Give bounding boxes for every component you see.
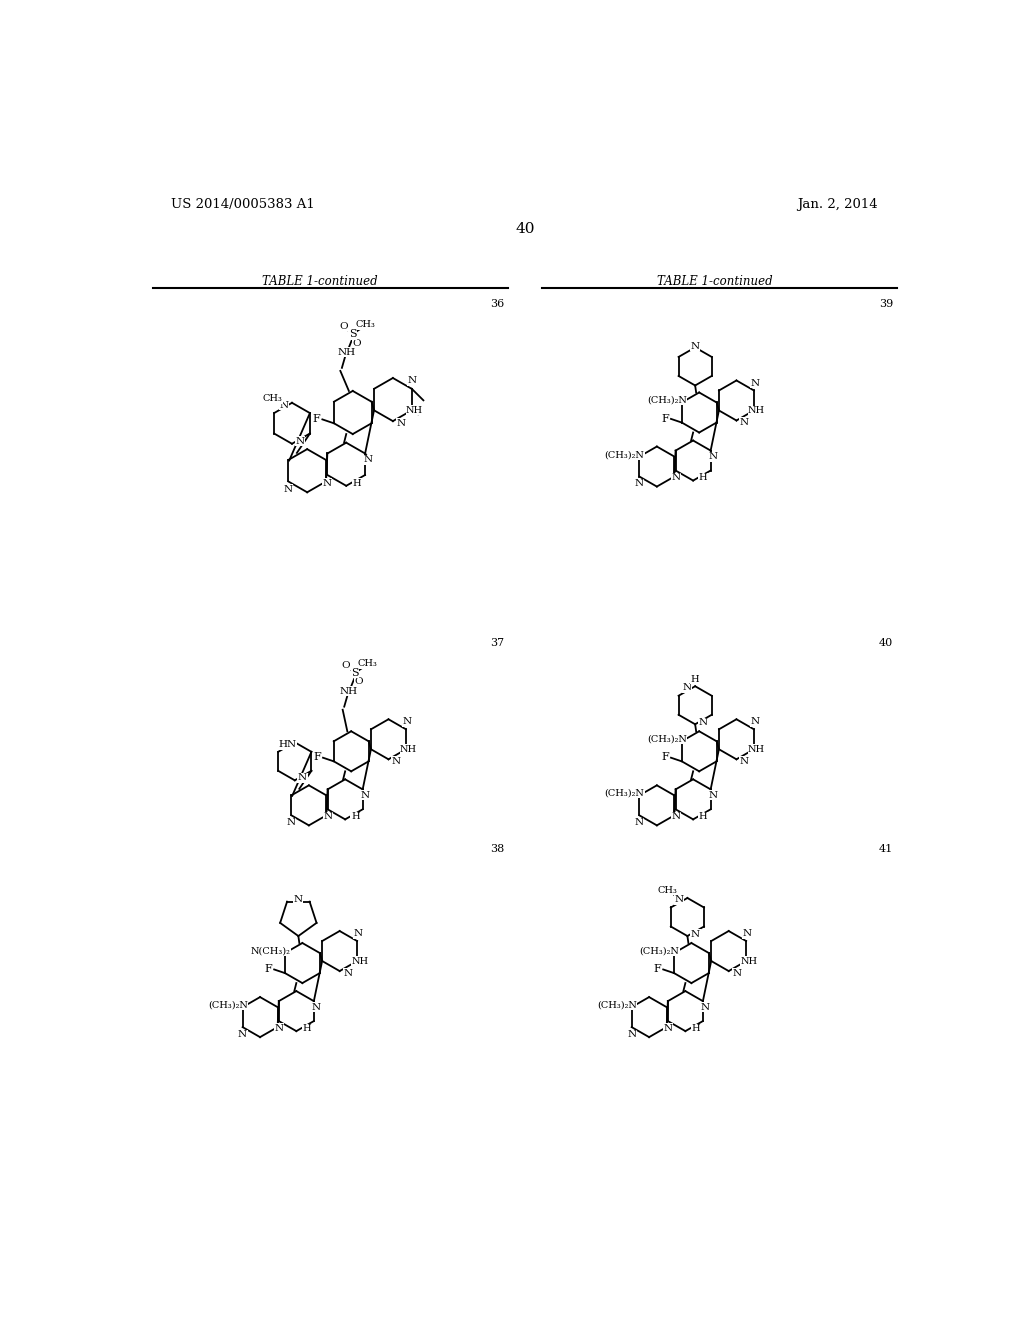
Text: N: N — [284, 484, 293, 494]
Text: N: N — [343, 969, 352, 978]
Text: N(CH₃)₂: N(CH₃)₂ — [250, 946, 290, 956]
Text: N: N — [323, 812, 332, 821]
Text: S: S — [351, 668, 358, 677]
Text: N: N — [287, 818, 296, 828]
Text: N: N — [392, 756, 401, 766]
Text: NH: NH — [749, 744, 765, 754]
Text: N: N — [312, 1003, 322, 1011]
Text: N: N — [750, 717, 759, 726]
Text: F: F — [653, 964, 662, 974]
Text: TABLE 1-continued: TABLE 1-continued — [656, 276, 772, 289]
Text: N: N — [296, 437, 305, 446]
Text: CH₃: CH₃ — [355, 321, 375, 329]
Text: N: N — [671, 474, 680, 483]
Text: N: N — [709, 451, 718, 461]
Text: N: N — [402, 717, 412, 726]
Text: F: F — [312, 414, 319, 424]
Text: TABLE 1-continued: TABLE 1-continued — [261, 276, 377, 289]
Text: N: N — [690, 342, 699, 351]
Text: N: N — [698, 718, 708, 727]
Text: O: O — [354, 677, 364, 686]
Text: N: N — [664, 1024, 673, 1034]
Text: F: F — [662, 413, 669, 424]
Text: S: S — [349, 329, 356, 339]
Text: 40: 40 — [515, 222, 535, 235]
Text: NH: NH — [407, 405, 423, 414]
Text: N: N — [691, 929, 700, 939]
Text: N: N — [635, 818, 644, 828]
Text: 37: 37 — [490, 638, 505, 648]
Text: N: N — [274, 1024, 284, 1034]
Text: 36: 36 — [490, 300, 505, 309]
Text: N: N — [709, 791, 718, 800]
Text: H: H — [302, 1024, 310, 1034]
Text: NH: NH — [749, 407, 765, 414]
Text: F: F — [662, 752, 669, 763]
Text: O: O — [341, 660, 350, 669]
Text: HN: HN — [279, 741, 296, 750]
Text: N: N — [750, 379, 759, 388]
Text: H: H — [691, 675, 699, 684]
Text: O: O — [352, 339, 360, 347]
Text: N: N — [701, 1003, 710, 1011]
Text: US 2014/0005383 A1: US 2014/0005383 A1 — [171, 198, 314, 211]
Text: NH: NH — [340, 686, 358, 696]
Text: F: F — [313, 752, 321, 763]
Text: (CH₃)₂N: (CH₃)₂N — [597, 1001, 637, 1010]
Text: 39: 39 — [879, 300, 893, 309]
Text: H: H — [691, 1024, 699, 1034]
Text: N: N — [742, 929, 752, 939]
Text: N: N — [298, 774, 307, 783]
Text: N: N — [732, 969, 741, 978]
Text: F: F — [264, 964, 272, 974]
Text: N: N — [671, 812, 680, 821]
Text: N: N — [740, 756, 750, 766]
Text: H: H — [351, 812, 359, 821]
Text: 40: 40 — [879, 638, 893, 648]
Text: H: H — [699, 812, 708, 821]
Text: H: H — [353, 479, 361, 487]
Text: (CH₃)₂N: (CH₃)₂N — [605, 450, 644, 459]
Text: NH: NH — [351, 957, 369, 965]
Text: CH₃: CH₃ — [262, 395, 283, 404]
Text: N: N — [280, 401, 289, 411]
Text: N: N — [740, 418, 750, 426]
Text: N: N — [635, 479, 644, 488]
Text: N: N — [397, 418, 407, 428]
Text: N: N — [323, 479, 332, 487]
Text: N: N — [360, 791, 370, 800]
Text: (CH₃)₂N: (CH₃)₂N — [208, 1001, 248, 1010]
Text: N: N — [408, 376, 417, 385]
Text: CH₃: CH₃ — [357, 659, 378, 668]
Text: N: N — [364, 455, 373, 465]
Text: N: N — [238, 1030, 247, 1039]
Text: 41: 41 — [879, 843, 893, 854]
Text: (CH₃)₂N: (CH₃)₂N — [647, 735, 687, 743]
Text: Jan. 2, 2014: Jan. 2, 2014 — [798, 198, 879, 211]
Text: H: H — [699, 474, 708, 483]
Text: N: N — [627, 1030, 636, 1039]
Text: (CH₃)₂N: (CH₃)₂N — [639, 946, 679, 956]
Text: NH: NH — [400, 744, 417, 754]
Text: N: N — [683, 684, 691, 692]
Text: (CH₃)₂N: (CH₃)₂N — [647, 396, 687, 405]
Text: O: O — [339, 322, 348, 331]
Text: N: N — [675, 895, 684, 904]
Text: NH: NH — [338, 348, 355, 356]
Text: 38: 38 — [490, 843, 505, 854]
Text: CH₃: CH₃ — [657, 886, 678, 895]
Text: (CH₃)₂N: (CH₃)₂N — [605, 789, 644, 797]
Text: N: N — [353, 929, 362, 939]
Text: NH: NH — [740, 957, 758, 965]
Text: N: N — [294, 895, 303, 904]
